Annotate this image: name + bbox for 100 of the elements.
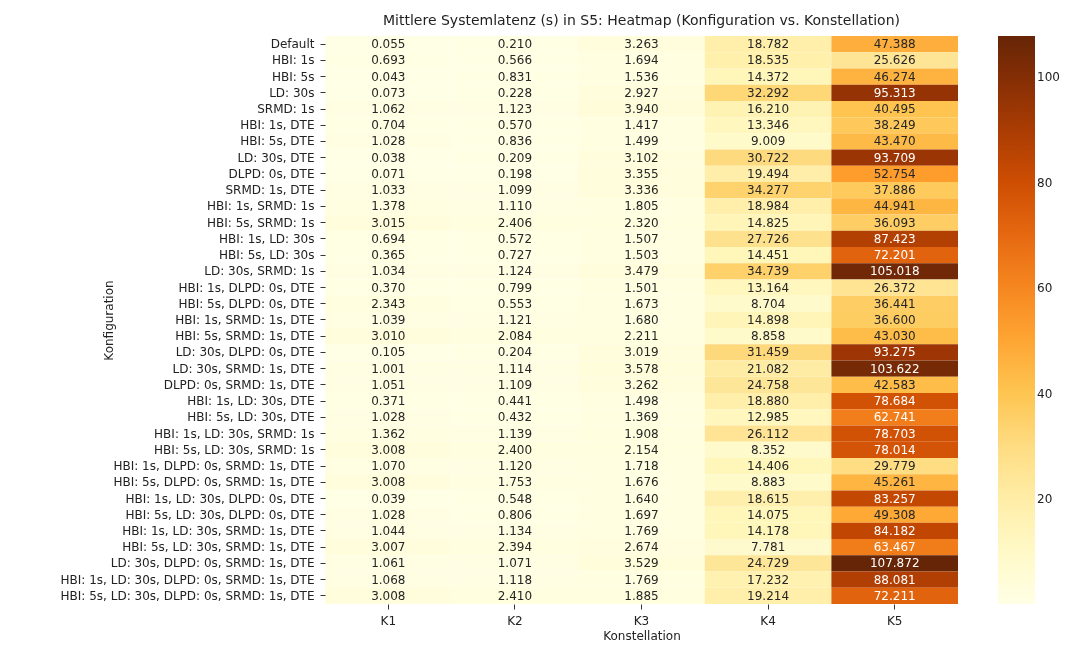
data-label: 1.044: [371, 523, 406, 538]
data-label: 52.754: [873, 166, 916, 181]
data-label: 3.007: [371, 540, 406, 555]
data-label: 2.400: [497, 442, 533, 457]
color-bar-label: 40: [1037, 386, 1053, 401]
data-label: 36.600: [873, 313, 916, 327]
data-label: 2.410: [497, 588, 533, 603]
data-label: 37.886: [873, 183, 916, 198]
data-label: 3.262: [624, 377, 659, 392]
data-label: 3.008: [371, 588, 406, 603]
data-label: 0.570: [497, 118, 533, 133]
y-tick-label: HBI: 1s, LD: 30s, SRMD: 1s, DTE: [122, 523, 315, 538]
data-label: 8.858: [750, 329, 786, 344]
y-tick-label: SRMD: 1s: [257, 102, 315, 117]
data-label: 83.257: [873, 491, 916, 506]
data-label: 93.709: [873, 150, 916, 165]
y-tick-label: LD: 30s, SRMD: 1s, DTE: [172, 361, 315, 376]
data-label: 2.211: [624, 329, 659, 344]
data-label: 1.769: [624, 523, 659, 538]
data-label: 0.209: [497, 150, 533, 165]
data-label: 0.204: [497, 345, 533, 360]
data-label: 1.501: [624, 280, 659, 295]
data-label: 1.110: [497, 199, 533, 214]
data-label: 0.441: [497, 394, 533, 409]
data-label: 0.548: [497, 491, 533, 506]
y-tick-label: HBI: 5s, DLPD: 0s, DTE: [178, 296, 315, 311]
y-tick-label: HBI: 1s, DTE: [240, 118, 315, 133]
x-tick-label: K2: [507, 613, 523, 628]
data-label: 0.071: [371, 166, 406, 181]
data-label: 1.034: [371, 264, 406, 279]
data-label: 36.441: [873, 296, 916, 311]
data-label: 0.365: [371, 248, 406, 263]
data-label: 27.726: [747, 231, 790, 246]
data-label: 16.210: [747, 102, 790, 117]
data-label: 0.039: [371, 491, 406, 506]
data-label: 107.872: [869, 556, 920, 571]
data-label: 19.214: [747, 588, 790, 603]
y-tick-label: HBI: 5s, LD: 30s, DLPD: 0s, SRMD: 1s, DTE: [60, 588, 315, 603]
color-bar-label: 80: [1037, 175, 1053, 190]
y-axis-title: Konfiguration: [101, 280, 116, 361]
data-label: 1.805: [624, 199, 659, 214]
y-tick-label: HBI: 1s, SRMD: 1s, DTE: [175, 313, 315, 327]
data-label: 0.693: [371, 53, 406, 68]
data-label: 26.372: [873, 280, 916, 295]
data-label: 2.406: [497, 215, 533, 230]
data-label: 63.467: [873, 540, 916, 555]
data-label: 26.112: [747, 426, 790, 441]
y-tick-label: HBI: 1s: [271, 53, 315, 68]
data-label: 24.758: [747, 377, 790, 392]
data-label: 17.232: [747, 572, 790, 587]
data-label: 88.081: [873, 572, 916, 587]
data-label: 1.908: [624, 426, 659, 441]
data-label: 43.030: [873, 329, 916, 344]
y-tick-label: SRMD: 1s, DTE: [225, 183, 315, 198]
data-label: 105.018: [869, 264, 920, 279]
y-tick-label: HBI: 1s, LD: 30s: [219, 231, 315, 246]
y-tick-label: HBI: 1s, LD: 30s, DTE: [187, 394, 315, 409]
data-label: 19.494: [747, 166, 790, 181]
data-label: 7.781: [750, 540, 786, 555]
y-tick-label: HBI: 5s, DLPD: 0s, SRMD: 1s, DTE: [113, 475, 315, 490]
data-label: 78.703: [873, 426, 916, 441]
data-label: 3.008: [371, 442, 406, 457]
data-label: 0.836: [497, 134, 533, 149]
y-tick-label: LD: 30s, DTE: [237, 150, 315, 165]
data-label: 40.495: [873, 102, 916, 117]
data-label: 14.898: [747, 313, 790, 327]
data-label: 1.099: [497, 183, 533, 198]
data-label: 78.014: [873, 442, 916, 457]
data-label: 45.261: [873, 475, 916, 490]
data-label: 21.082: [747, 361, 790, 376]
data-label: 1.417: [624, 118, 659, 133]
data-label: 0.043: [371, 69, 406, 84]
data-label: 8.352: [750, 442, 786, 457]
data-label: 3.008: [371, 475, 406, 490]
data-label: 3.578: [624, 361, 659, 376]
data-label: 1.378: [371, 199, 406, 214]
data-label: 34.277: [747, 183, 790, 198]
y-tick-label: HBI: 5s, LD: 30s, DTE: [187, 410, 315, 425]
data-label: 3.940: [624, 102, 659, 117]
y-tick-label: HBI: 1s, LD: 30s, DLPD: 0s, DTE: [125, 491, 315, 506]
data-label: 1.068: [371, 572, 406, 587]
y-tick-label: HBI: 1s, DLPD: 0s, DTE: [178, 280, 315, 295]
data-label: 12.985: [747, 410, 790, 425]
data-label: 1.680: [624, 313, 659, 327]
data-label: 2.343: [371, 296, 406, 311]
data-label: 2.927: [624, 85, 659, 100]
data-label: 32.292: [747, 85, 790, 100]
data-label: 14.406: [747, 459, 790, 474]
data-label: 1.885: [624, 588, 659, 603]
color-bar-label: 60: [1037, 281, 1053, 296]
y-tick-label: HBI: 1s, LD: 30s, SRMD: 1s: [154, 426, 315, 441]
data-label: 25.626: [873, 53, 916, 68]
data-label: 1.369: [624, 410, 659, 425]
x-tick-label: K3: [633, 613, 650, 628]
data-label: 3.355: [624, 166, 659, 181]
x-tick-label: K4: [760, 613, 776, 628]
data-label: 3.529: [624, 556, 659, 571]
data-label: 1.118: [497, 572, 533, 587]
data-label: 36.093: [873, 215, 916, 230]
data-label: 31.459: [747, 345, 790, 360]
